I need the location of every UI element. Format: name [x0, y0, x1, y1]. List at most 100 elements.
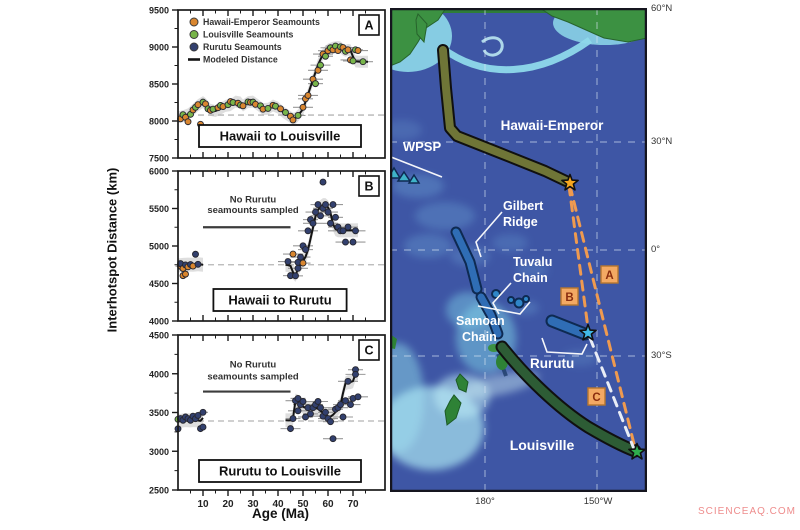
seamount-data-point	[309, 219, 317, 227]
legend-marker	[189, 17, 199, 27]
seamount-data-point	[337, 401, 344, 409]
seamount-data-point	[199, 423, 207, 431]
hawaii-emperor-chain	[439, 46, 570, 185]
y-tick-label: 8000	[149, 117, 169, 127]
gilbert-ridge	[452, 228, 481, 293]
seamount-data-point	[294, 394, 302, 402]
seamount-data-point	[327, 418, 334, 426]
kamchatka-peninsula	[415, 13, 428, 44]
x-tick-label: 60	[322, 499, 334, 510]
seamount-data-point	[342, 238, 349, 246]
interhotspot-routes	[567, 184, 637, 451]
seamount-data-point	[322, 201, 329, 209]
seamount-data-point	[339, 227, 347, 235]
siberia-landmass	[390, 8, 447, 67]
alaska-landmass	[539, 8, 647, 43]
seamount-data-point	[332, 213, 339, 221]
seamount-data-point	[302, 246, 309, 254]
x-tick-label: 20	[222, 499, 234, 510]
seamount-data-point	[192, 250, 199, 258]
route-b-line	[567, 184, 590, 330]
pacific-map: A B C Hawaii-Emperor WPSP Gilbert Ridge …	[390, 8, 647, 492]
seamount-data-point	[287, 425, 294, 433]
y-tick-label: 5500	[149, 204, 169, 214]
y-tick-label: 4000	[149, 317, 169, 327]
x-axis-label: Age (Ma)	[252, 506, 309, 521]
seamount-data-point	[307, 410, 314, 418]
note-line: seamounts sampled	[207, 205, 299, 216]
map-text-labels: Hawaii-Emperor WPSP Gilbert Ridge Tuvalu…	[403, 118, 604, 453]
seamount-data-point	[327, 219, 334, 227]
x-tick-label: 40	[272, 499, 284, 510]
panel-letter-box	[358, 339, 380, 361]
route-b-box	[560, 287, 579, 306]
panel-letter: C	[364, 344, 373, 358]
lon-label-180: 180°	[475, 496, 495, 507]
route-a-line	[568, 184, 637, 450]
route-c-box	[587, 387, 606, 406]
panel-title-box	[198, 124, 362, 148]
wpsp-label: WPSP	[403, 139, 442, 154]
seamount-data-point	[324, 208, 332, 216]
seamount-data-point	[354, 47, 362, 55]
seamount-data-point	[299, 103, 307, 111]
seamount-data-point	[344, 377, 352, 385]
lat-label-30s: 30°S	[651, 350, 672, 361]
aleutian-arc	[439, 37, 593, 74]
samoan-chain-callout	[477, 301, 531, 315]
seamount-data-point	[314, 201, 322, 209]
note-line: seamounts sampled	[207, 372, 299, 383]
panel-A: 7500 8000 8500 9000 9500 Hawaii-Emperor Seamo…	[149, 6, 386, 164]
rurutu-hotspot-star	[579, 323, 597, 341]
seamount-data-point	[359, 58, 367, 66]
graticule	[390, 8, 647, 492]
rurutu-callout	[541, 337, 588, 355]
seamount-data-point	[347, 401, 354, 409]
seamount-data-point	[289, 250, 297, 258]
hawaii-emperor-label: Hawaii-Emperor	[501, 118, 605, 133]
gilbert-ridge-label-1: Gilbert	[503, 199, 544, 213]
new-zealand-south-island	[444, 394, 462, 426]
tuvalu-chain-label-2: Chain	[513, 271, 548, 285]
new-zealand-north-island	[455, 373, 469, 393]
legend-marker	[189, 30, 199, 39]
panel-letter-box	[358, 175, 380, 197]
seamount-data-point	[277, 105, 284, 113]
route-a-label: A	[605, 270, 613, 282]
seamount-data-point	[304, 92, 312, 99]
legend-label: Hawaii-Emperor Seamounts	[203, 17, 320, 27]
legend-marker	[189, 42, 199, 52]
samoan-chain-label-2: Chain	[462, 330, 497, 344]
samoan-chain-label-1: Samoan	[456, 314, 505, 328]
seamount-data-point	[342, 397, 349, 405]
ocean-texture	[390, 120, 598, 470]
seamount-data-point	[302, 413, 309, 421]
seamount-data-point	[354, 393, 362, 401]
louisville-hotspot-star	[628, 442, 646, 460]
y-tick-label: 7500	[149, 154, 169, 164]
seamount-data-point	[184, 118, 192, 126]
seamount-data-point	[322, 408, 329, 416]
seamount-data-point	[194, 411, 202, 419]
seamount-data-point	[349, 238, 357, 246]
legend-label: Modeled Distance	[203, 55, 278, 65]
legend-label: Louisville Seamounts	[203, 30, 294, 40]
x-tick-label: 70	[347, 499, 359, 510]
route-c-line	[588, 336, 636, 451]
seamount-data-point	[314, 398, 322, 405]
x-tick-label: 10	[197, 499, 209, 510]
seamount-data-point	[284, 258, 292, 266]
panel-letter: B	[364, 180, 373, 194]
seamount-data-point	[317, 212, 324, 220]
seamount-data-point	[319, 178, 327, 186]
hawaii-hotspot-star	[561, 173, 579, 191]
route-b-label: B	[565, 292, 573, 304]
seamount-data-point	[312, 208, 319, 216]
panel-title-box	[212, 288, 348, 312]
hotspot-chains	[437, 44, 642, 458]
panel-title: Hawaii to Louisville	[220, 129, 341, 144]
seamount-data-point	[344, 223, 352, 231]
y-tick-label: 6000	[149, 167, 169, 177]
seamount-data-point	[344, 46, 352, 54]
